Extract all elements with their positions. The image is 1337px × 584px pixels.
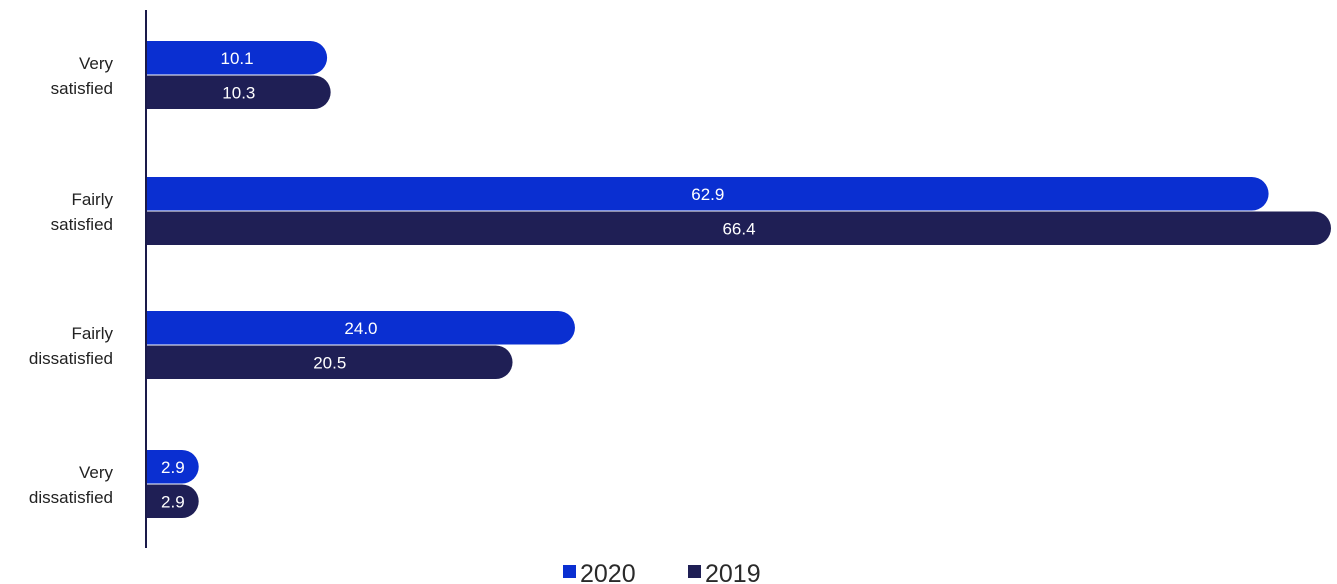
legend: 2020 2019 [563,560,761,584]
bar-2020-3 [147,450,199,484]
data-label-2020-0: 10.1 [221,49,254,68]
category-labels: Very satisfied Fairly satisfied Fairly dissat… [29,54,114,507]
data-label-2019-0: 10.3 [222,83,255,102]
legend-swatch-2020 [563,565,576,578]
legend-swatch-2019 [688,565,701,578]
data-label-2019-3: 2.9 [161,492,185,511]
legend-label-2020: 2020 [580,560,636,584]
bar-2019-1 [147,211,1331,245]
category-label-1-line-0: Fairly [71,190,113,209]
category-label-3-line-1: dissatisfied [29,488,113,507]
category-label-2-line-0: Fairly [71,324,113,343]
bar-2020-2 [147,311,575,345]
data-label-2020-1: 62.9 [691,185,724,204]
bar-2019-2 [147,345,513,379]
category-label-2-line-1: dissatisfied [29,349,113,368]
bar-2020-1 [147,177,1269,211]
legend-label-2019: 2019 [705,560,761,584]
category-label-1-line-1: satisfied [51,215,113,234]
bar-2020-0 [147,41,328,75]
bar-2019-0 [147,75,331,109]
category-label-0-line-0: Very [79,54,114,73]
bar-2019-3 [147,484,199,518]
data-label-2020-3: 2.9 [161,458,185,477]
category-label-3-line-0: Very [79,463,114,482]
data-label-2020-2: 24.0 [344,319,377,338]
bars-layer: 10.1 10.3 62.9 66.4 24.0 20.5 2.9 2.9 [147,41,1331,518]
category-label-0-line-1: satisfied [51,79,113,98]
data-label-2019-2: 20.5 [313,353,346,372]
data-label-2019-1: 66.4 [722,219,755,238]
